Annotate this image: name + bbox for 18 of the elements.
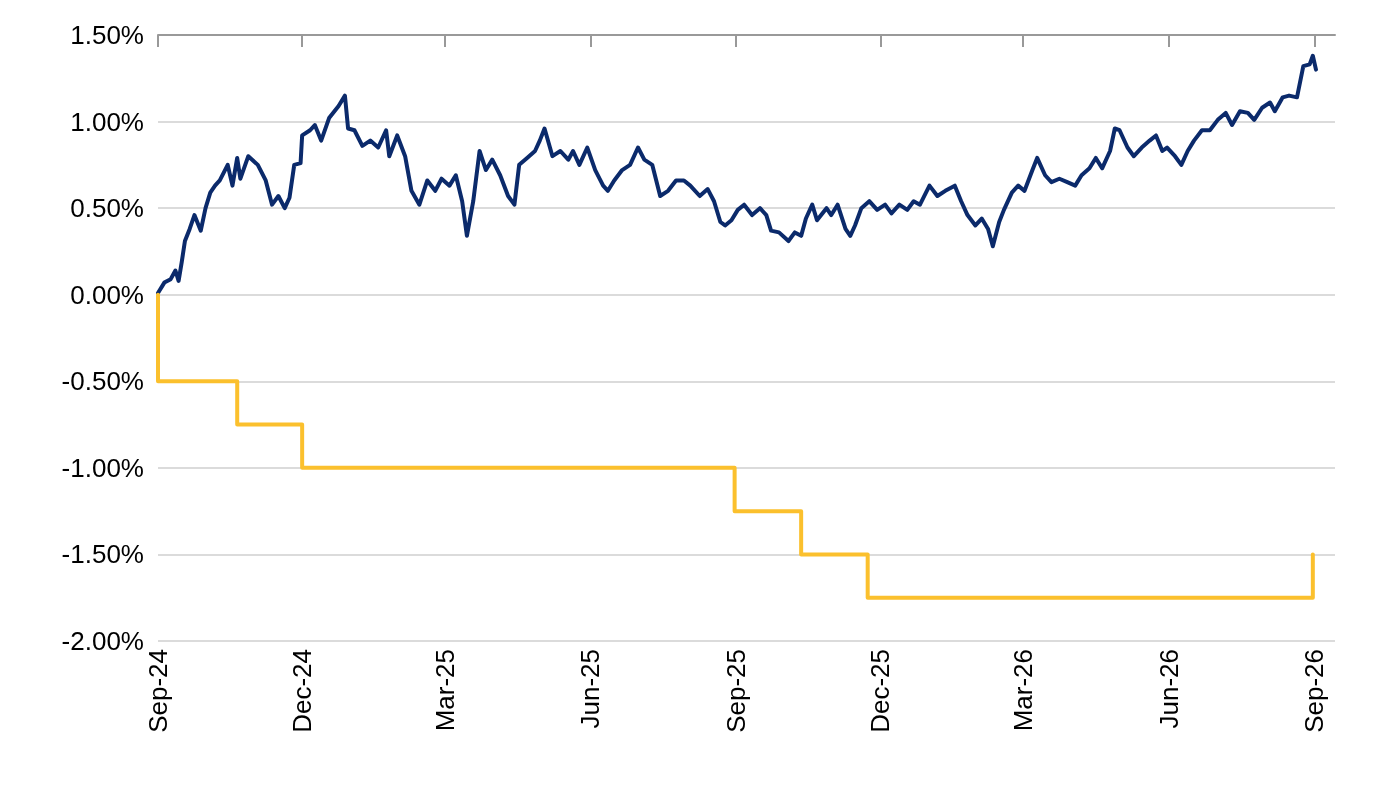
- y-tick-label: 0.00%: [70, 279, 144, 310]
- x-tick-label: Jun-26: [1153, 649, 1184, 729]
- x-tick-label: Sep-26: [1299, 649, 1330, 733]
- y-tick-label: -1.50%: [61, 539, 144, 570]
- line-series: [156, 53, 1318, 295]
- y-tick-label: -2.00%: [61, 626, 144, 656]
- x-tick-label: Jun-25: [575, 649, 606, 729]
- x-tick-label: Dec-24: [287, 649, 318, 733]
- x-tick-label: Sep-25: [721, 649, 752, 733]
- y-tick-label: 1.50%: [70, 20, 144, 50]
- y-tick-label: 0.50%: [70, 193, 144, 224]
- x-tick-label: Mar-25: [429, 649, 460, 732]
- x-tick-label: Mar-26: [1007, 649, 1038, 732]
- x-tick-label: Sep-24: [143, 649, 173, 733]
- y-tick-label: -1.00%: [61, 452, 144, 483]
- y-tick-label: -0.50%: [61, 366, 144, 397]
- x-tick-label: Dec-25: [865, 649, 896, 733]
- y-tick-label: 1.00%: [70, 106, 144, 137]
